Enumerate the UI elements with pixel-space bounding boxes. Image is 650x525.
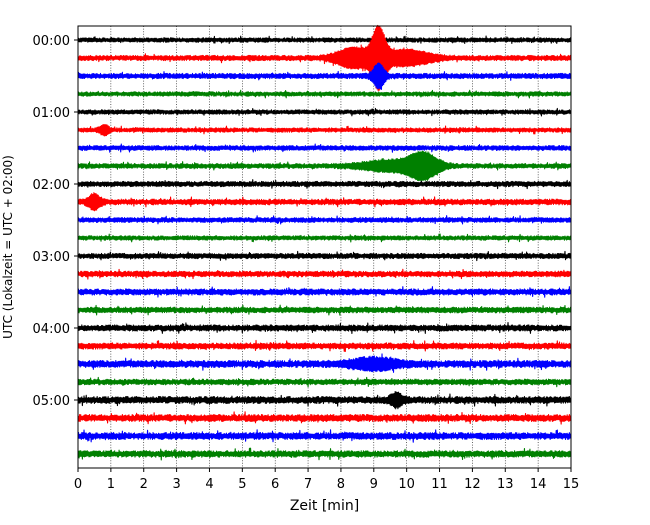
trace-0100 [77,107,572,117]
trace-0145 [77,150,572,182]
trace-0430 [77,353,572,373]
x-tick-label: 7 [304,477,312,492]
trace-0045 [77,89,572,99]
x-axis-ticks: 0 1 2 3 4 5 6 7 8 9 10 11 12 13 14 15 [74,468,579,492]
x-tick-label: 4 [205,477,213,492]
trace-0545 [77,447,572,461]
trace-0445 [77,376,572,388]
trace-0315 [77,268,572,280]
y-tick-label: 04:00 [33,322,70,337]
x-tick-label: 15 [563,477,580,492]
y-tick-label: 00:00 [33,34,70,49]
seismic-traces [77,24,572,461]
trace-0400 [77,322,572,335]
trace-0000 [77,35,572,44]
x-axis-label: Zeit [min] [290,498,359,514]
x-tick-label: 10 [398,477,415,492]
trace-0230 [77,215,572,225]
x-tick-label: 12 [464,477,481,492]
trace-0015 [77,24,572,92]
x-tick-label: 2 [140,477,148,492]
y-axis-ticks: 00:00 01:00 02:00 03:00 04:00 05:00 [33,34,78,409]
trace-0300 [77,250,572,262]
trace-0345 [77,304,572,316]
x-tick-label: 11 [431,477,448,492]
trace-0500 [77,391,572,410]
x-tick-label: 1 [107,477,115,492]
trace-0215 [77,192,572,212]
y-tick-label: 03:00 [33,250,70,265]
trace-0515 [77,411,572,425]
x-tick-label: 8 [337,477,345,492]
x-tick-label: 14 [530,477,547,492]
y-tick-label: 05:00 [33,394,70,409]
x-tick-label: 13 [497,477,514,492]
x-tick-label: 6 [271,477,279,492]
trace-0245 [77,233,572,243]
x-tick-label: 5 [238,477,246,492]
y-tick-label: 02:00 [33,178,70,193]
plot-frame [77,25,572,469]
trace-0200 [77,179,572,190]
trace-0530 [77,429,572,443]
x-tick-label: 0 [74,477,82,492]
trace-0330 [77,286,572,298]
x-tick-label: 3 [172,477,180,492]
x-tick-label: 9 [370,477,378,492]
y-tick-label: 01:00 [33,106,70,121]
trace-0130 [77,143,572,153]
trace-0415 [77,339,572,353]
trace-0030 [77,62,572,90]
y-axis-label: UTC (Lokalzeit = UTC + 02:00) [1,155,15,339]
trace-0115 [77,124,572,137]
